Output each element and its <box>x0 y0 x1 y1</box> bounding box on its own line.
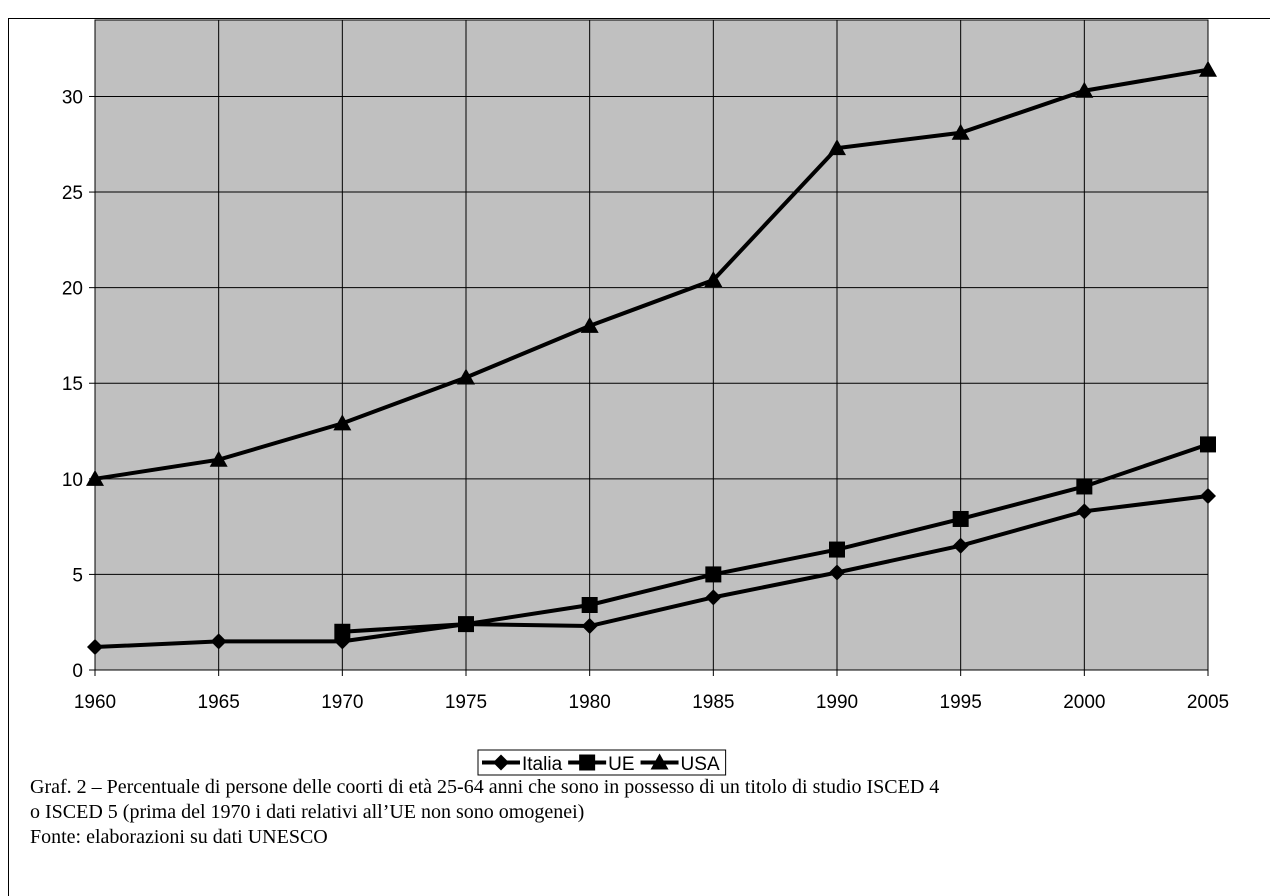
marker-square <box>581 597 598 613</box>
marker-triangle <box>1075 81 1094 98</box>
marker-triangle <box>457 368 475 385</box>
marker-triangle <box>828 139 846 156</box>
marker-triangle <box>650 753 669 770</box>
series-line <box>94 67 1209 481</box>
x-tick-label: 1995 <box>940 692 982 713</box>
marker-triangle <box>333 414 352 431</box>
marker-diamond <box>705 589 722 606</box>
x-tick-label: 1970 <box>321 692 363 713</box>
y-tick-label: 30 <box>62 87 83 108</box>
caption-line: Graf. 2 – Percentuale di persone delle c… <box>30 776 939 798</box>
marker-square <box>579 754 596 771</box>
marker-square <box>829 541 845 558</box>
y-tick-label: 0 <box>72 661 83 682</box>
marker-diamond <box>493 754 509 771</box>
y-tick-label: 25 <box>62 183 83 204</box>
series-line <box>94 494 1209 650</box>
marker-square <box>952 510 969 527</box>
marker-diamond <box>1200 488 1216 505</box>
y-tick-label: 15 <box>62 374 83 395</box>
legend-label: UE <box>608 754 634 775</box>
marker-triangle <box>951 123 970 140</box>
caption-line: o ISCED 5 (prima del 1970 i dati relativ… <box>30 801 584 823</box>
marker-diamond <box>87 639 103 656</box>
marker-square <box>1076 478 1093 495</box>
marker-diamond <box>1076 503 1093 520</box>
x-tick-label: 2000 <box>1063 692 1105 713</box>
y-tick-label: 20 <box>62 279 83 300</box>
x-tick-label: 1975 <box>445 692 487 713</box>
marker-square <box>334 623 351 640</box>
plot-area <box>94 19 1209 671</box>
marker-diamond <box>829 564 845 581</box>
x-tick-label: 1990 <box>816 692 858 713</box>
y-tick-label: 10 <box>62 470 83 491</box>
x-tick-label: 1985 <box>692 692 734 713</box>
y-tick-label: 5 <box>72 565 83 586</box>
marker-triangle <box>704 271 723 287</box>
series-line <box>342 442 1209 634</box>
marker-triangle <box>209 450 228 467</box>
x-tick-label: 1965 <box>198 692 240 713</box>
caption-line: Fonte: elaborazioni su dati UNESCO <box>30 826 328 848</box>
marker-triangle <box>1199 60 1217 77</box>
legend-label: Italia <box>522 754 563 775</box>
legend-label: USA <box>681 754 720 775</box>
marker-square <box>458 616 474 633</box>
marker-triangle <box>86 469 104 486</box>
marker-triangle <box>580 316 599 333</box>
marker-diamond <box>581 618 598 635</box>
marker-square <box>1200 436 1216 453</box>
marker-square <box>705 566 722 583</box>
x-tick-label: 2005 <box>1187 692 1229 713</box>
marker-diamond <box>952 537 969 554</box>
x-tick-label: 1980 <box>569 692 611 713</box>
x-tick-label: 1960 <box>74 692 116 713</box>
marker-diamond <box>210 633 227 650</box>
chart-frame <box>8 18 1270 896</box>
